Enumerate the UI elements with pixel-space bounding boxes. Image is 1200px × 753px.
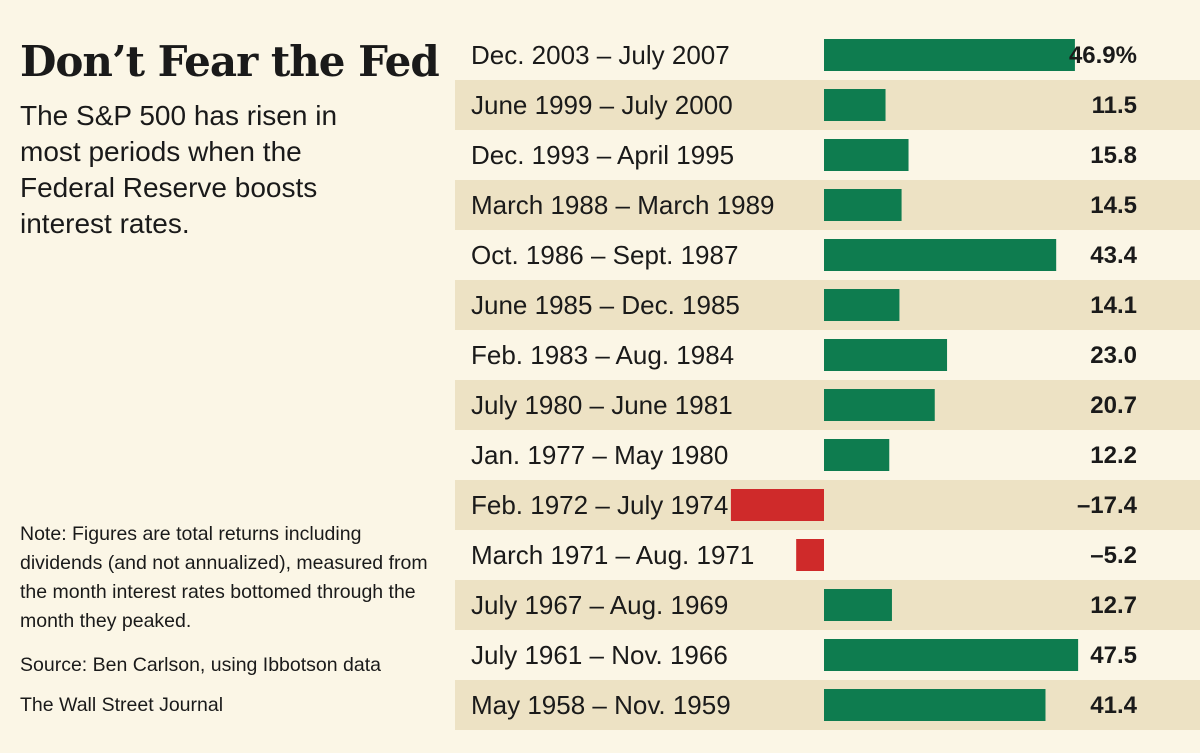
category-label: March 1988 – March 1989 xyxy=(471,190,775,220)
category-label: July 1967 – Aug. 1969 xyxy=(471,590,728,620)
value-label: 43.4 xyxy=(1090,242,1137,269)
row-stripe xyxy=(455,480,1200,530)
value-label: 41.4 xyxy=(1090,692,1137,719)
value-label: 15.8 xyxy=(1090,142,1137,169)
category-label: Jan. 1977 – May 1980 xyxy=(471,440,728,470)
category-label: June 1985 – Dec. 1985 xyxy=(471,290,740,320)
value-label: 12.2 xyxy=(1090,442,1137,469)
bar-positive xyxy=(824,639,1079,671)
chart-note: Note: Figures are total returns includin… xyxy=(20,523,428,632)
category-label: July 1980 – June 1981 xyxy=(471,390,733,420)
bar-positive xyxy=(824,189,902,221)
value-label: 47.5 xyxy=(1090,642,1137,669)
value-label: 11.5 xyxy=(1092,92,1137,119)
bar-positive xyxy=(824,239,1057,271)
category-label: July 1961 – Nov. 1966 xyxy=(471,640,728,670)
category-label: Feb. 1983 – Aug. 1984 xyxy=(471,340,734,370)
bar-negative xyxy=(730,489,824,521)
category-label: Dec. 1993 – April 1995 xyxy=(471,140,734,170)
value-label: 14.5 xyxy=(1090,192,1137,219)
bar-positive xyxy=(824,689,1046,721)
category-label: Dec. 2003 – July 2007 xyxy=(471,40,730,70)
bar-positive xyxy=(824,439,890,471)
bar-positive xyxy=(824,39,1075,71)
value-label: 46.9% xyxy=(1069,42,1137,69)
bar-positive xyxy=(824,289,900,321)
bar-positive xyxy=(824,89,886,121)
bar-negative xyxy=(796,539,824,571)
bar-positive xyxy=(824,589,892,621)
category-label: March 1971 – Aug. 1971 xyxy=(471,540,754,570)
header-block: Don’t Fear the Fed The S&P 500 has risen… xyxy=(20,36,440,242)
bar-positive xyxy=(824,389,935,421)
value-label: –17.4 xyxy=(1077,492,1138,519)
category-label: Feb. 1972 – July 1974 xyxy=(471,490,728,520)
value-label: –5.2 xyxy=(1090,542,1137,569)
value-label: 14.1 xyxy=(1090,292,1137,319)
bar-positive xyxy=(824,339,948,371)
category-label: May 1958 – Nov. 1959 xyxy=(471,690,731,720)
value-label: 12.7 xyxy=(1090,592,1137,619)
value-label: 20.7 xyxy=(1090,392,1137,419)
chart-subtitle: The S&P 500 has risen in most periods wh… xyxy=(20,100,338,239)
chart-source: Source: Ben Carlson, using Ibbotson data xyxy=(20,654,381,676)
bar-positive xyxy=(824,139,909,171)
chart-credit: The Wall Street Journal xyxy=(20,694,224,716)
category-label: Oct. 1986 – Sept. 1987 xyxy=(471,240,738,270)
value-label: 23.0 xyxy=(1090,342,1137,369)
category-label: June 1999 – July 2000 xyxy=(471,90,733,120)
chart-title: Don’t Fear the Fed xyxy=(20,37,440,86)
